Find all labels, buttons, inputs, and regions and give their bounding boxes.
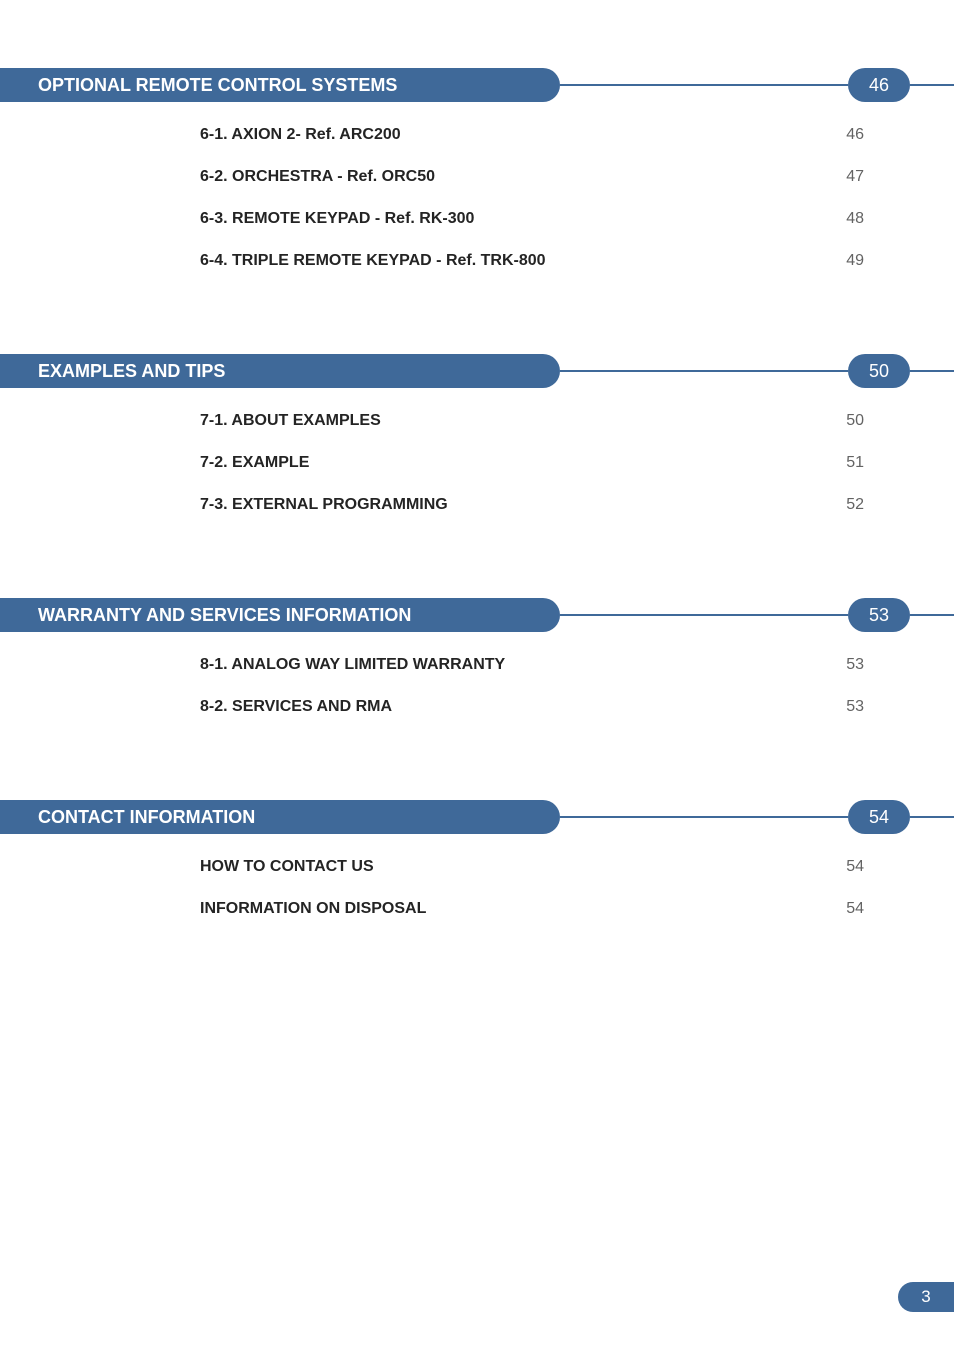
section-header: CONTACT INFORMATION 54 [0, 800, 954, 834]
entry-page: 54 [846, 900, 864, 918]
entry-page: 54 [846, 858, 864, 876]
entry-page: 50 [846, 412, 864, 430]
section-tail-line [910, 614, 954, 616]
entry-page: 49 [846, 252, 864, 270]
section-connector [560, 614, 848, 616]
section-page-badge: 46 [848, 68, 910, 102]
entry-label: 6-4. TRIPLE REMOTE KEYPAD - Ref. TRK-800 [200, 252, 546, 270]
section-tail-line [910, 816, 954, 818]
entry-page: 47 [846, 168, 864, 186]
section-page-badge: 53 [848, 598, 910, 632]
section-header: WARRANTY AND SERVICES INFORMATION 53 [0, 598, 954, 632]
toc-entry: 7-3. EXTERNAL PROGRAMMING 52 [200, 496, 864, 514]
toc-entry: 8-2. SERVICES AND RMA 53 [200, 698, 864, 716]
toc-page: OPTIONAL REMOTE CONTROL SYSTEMS 46 6-1. … [0, 0, 954, 1350]
toc-entry: 6-1. AXION 2- Ref. ARC200 46 [200, 126, 864, 144]
entry-page: 48 [846, 210, 864, 228]
section-entries: 7-1. ABOUT EXAMPLES 50 7-2. EXAMPLE 51 7… [0, 412, 954, 514]
toc-entry: 6-2. ORCHESTRA - Ref. ORC50 47 [200, 168, 864, 186]
section-title: OPTIONAL REMOTE CONTROL SYSTEMS [0, 68, 560, 102]
entry-page: 53 [846, 656, 864, 674]
entry-label: 7-1. ABOUT EXAMPLES [200, 412, 381, 430]
toc-section: CONTACT INFORMATION 54 HOW TO CONTACT US… [0, 800, 954, 918]
section-tail-line [910, 84, 954, 86]
entry-page: 52 [846, 496, 864, 514]
toc-entry: 6-4. TRIPLE REMOTE KEYPAD - Ref. TRK-800… [200, 252, 864, 270]
entry-label: INFORMATION ON DISPOSAL [200, 900, 426, 918]
entry-page: 46 [846, 126, 864, 144]
toc-entry: 7-2. EXAMPLE 51 [200, 454, 864, 472]
toc-entry: 8-1. ANALOG WAY LIMITED WARRANTY 53 [200, 656, 864, 674]
section-title: WARRANTY AND SERVICES INFORMATION [0, 598, 560, 632]
section-entries: 6-1. AXION 2- Ref. ARC200 46 6-2. ORCHES… [0, 126, 954, 270]
toc-entry: 7-1. ABOUT EXAMPLES 50 [200, 412, 864, 430]
page-number-badge: 3 [898, 1282, 954, 1312]
toc-entry: 6-3. REMOTE KEYPAD - Ref. RK-300 48 [200, 210, 864, 228]
entry-label: 6-3. REMOTE KEYPAD - Ref. RK-300 [200, 210, 474, 228]
toc-entry: HOW TO CONTACT US 54 [200, 858, 864, 876]
entry-label: HOW TO CONTACT US [200, 858, 374, 876]
entry-label: 8-1. ANALOG WAY LIMITED WARRANTY [200, 656, 505, 674]
section-tail-line [910, 370, 954, 372]
entry-label: 8-2. SERVICES AND RMA [200, 698, 392, 716]
section-page-badge: 50 [848, 354, 910, 388]
section-page-badge: 54 [848, 800, 910, 834]
section-connector [560, 370, 848, 372]
entry-label: 7-3. EXTERNAL PROGRAMMING [200, 496, 448, 514]
entry-label: 6-2. ORCHESTRA - Ref. ORC50 [200, 168, 435, 186]
toc-section: OPTIONAL REMOTE CONTROL SYSTEMS 46 6-1. … [0, 68, 954, 270]
entry-label: 7-2. EXAMPLE [200, 454, 309, 472]
toc-section: WARRANTY AND SERVICES INFORMATION 53 8-1… [0, 598, 954, 716]
section-header: OPTIONAL REMOTE CONTROL SYSTEMS 46 [0, 68, 954, 102]
entry-label: 6-1. AXION 2- Ref. ARC200 [200, 126, 401, 144]
toc-section: EXAMPLES AND TIPS 50 7-1. ABOUT EXAMPLES… [0, 354, 954, 514]
entry-page: 53 [846, 698, 864, 716]
entry-page: 51 [846, 454, 864, 472]
section-title: EXAMPLES AND TIPS [0, 354, 560, 388]
section-header: EXAMPLES AND TIPS 50 [0, 354, 954, 388]
toc-entry: INFORMATION ON DISPOSAL 54 [200, 900, 864, 918]
section-entries: 8-1. ANALOG WAY LIMITED WARRANTY 53 8-2.… [0, 656, 954, 716]
section-entries: HOW TO CONTACT US 54 INFORMATION ON DISP… [0, 858, 954, 918]
section-connector [560, 816, 848, 818]
section-connector [560, 84, 848, 86]
section-title: CONTACT INFORMATION [0, 800, 560, 834]
